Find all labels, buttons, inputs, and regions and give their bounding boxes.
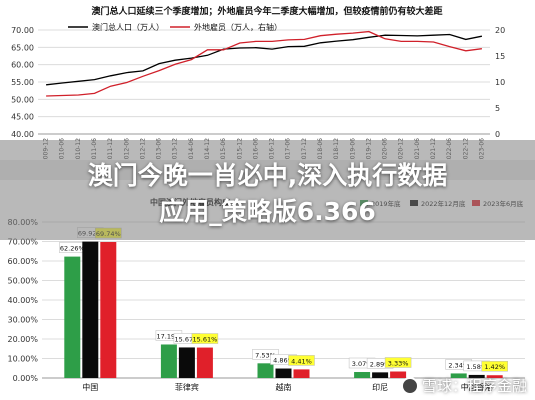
y-left-tick-label: 70.00 <box>11 26 34 35</box>
data-label: 17.19% <box>157 332 182 340</box>
x-tick-label: 菲律宾 <box>175 382 199 392</box>
bar <box>160 344 177 378</box>
bar <box>450 373 467 378</box>
data-label: 4.86% <box>273 357 294 365</box>
bar <box>196 347 213 378</box>
x-tick-label: 越南 <box>276 382 292 392</box>
y-left-tick-label: 60.00 <box>11 61 34 70</box>
y-left-tick-label: 40.00 <box>11 130 34 139</box>
y-right-tick-label: 20 <box>495 26 505 35</box>
bar <box>82 241 99 378</box>
y-tick-label: 50.00% <box>7 277 38 286</box>
y-tick-label: 0.00% <box>13 374 39 383</box>
overlay-banner <box>0 140 535 240</box>
data-label-box <box>481 360 508 372</box>
data-label: 2.34% <box>448 361 469 369</box>
overlay-title-line1: 澳门今晚一肖必中,深入执行数据 <box>87 161 448 190</box>
y-tick-label: 70.00% <box>7 238 38 247</box>
y-tick-label: 40.00% <box>7 296 38 305</box>
y-right-tick-label: 10 <box>495 78 505 87</box>
overlay-title-line2: 应用_策略版6.366 <box>159 197 376 226</box>
data-label-box <box>288 355 315 366</box>
bar <box>100 242 117 378</box>
data-label: 2.89% <box>370 360 391 368</box>
y-tick-label: 10.00% <box>7 355 38 364</box>
bar <box>390 371 407 378</box>
y-tick-label: 20.00% <box>7 335 38 344</box>
legend-label: 外地雇员（万人，右轴） <box>194 22 282 32</box>
bar <box>372 372 389 378</box>
series-line-2 <box>46 30 482 97</box>
chart-title: 澳门总人口延续三个季度增加；外地雇员今年二季度大幅增加，但较疫情前仍有较大差距 <box>91 5 442 17</box>
bar <box>486 375 503 378</box>
data-label: 62.26% <box>60 245 85 253</box>
bar <box>275 368 292 378</box>
data-label: 3.33% <box>388 360 409 368</box>
overlay-title: 澳门今晚一肖必中,深入执行数据 应用_策略版6.366 <box>0 158 535 230</box>
legend-label: 澳门总人口（万人） <box>92 22 164 32</box>
data-label: 15.67% <box>175 335 200 343</box>
bar <box>293 369 310 378</box>
data-label-box <box>191 333 219 344</box>
series-line-1 <box>46 33 483 86</box>
snowball-logo-icon <box>400 376 419 395</box>
data-label: 7.53% <box>255 351 276 359</box>
watermark: 雪球：程序金融 <box>400 375 527 396</box>
y-tick-label: 60.00% <box>7 257 38 266</box>
bar <box>257 363 274 378</box>
watermark-text: 雪球：程序金融 <box>421 377 527 395</box>
data-label: 3.07% <box>352 360 373 368</box>
population-line-chart: 40.00 45.00 50.00 55.00 60.00 65.00 70.00 0 5 10 1… <box>0 0 535 160</box>
data-label: 1.42% <box>484 363 505 371</box>
y-tick-label: 30.00% <box>7 316 38 325</box>
y-left-tick-label: 45.00 <box>11 113 34 122</box>
data-label: 15.61% <box>193 336 218 344</box>
y-left-tick-label: 55.00 <box>11 78 34 87</box>
bar <box>64 256 81 378</box>
data-label: 1.58% <box>466 363 487 371</box>
y-right-tick-label: 15 <box>495 52 505 61</box>
y-right-tick-label: 0 <box>495 130 500 139</box>
x-tick-label: 印尼 <box>372 383 388 392</box>
data-label: 4.41% <box>291 357 312 365</box>
bar <box>178 347 195 378</box>
bar <box>354 372 371 378</box>
y-right-tick-label: 5 <box>495 104 500 113</box>
x-tick-label: 中国香港 <box>461 382 493 392</box>
x-tick-label: 中国 <box>82 382 98 392</box>
bar <box>468 374 485 378</box>
y-left-tick-label: 65.00 <box>11 43 34 52</box>
data-label-box <box>384 357 412 368</box>
y-left-tick-label: 50.00 <box>11 95 34 104</box>
